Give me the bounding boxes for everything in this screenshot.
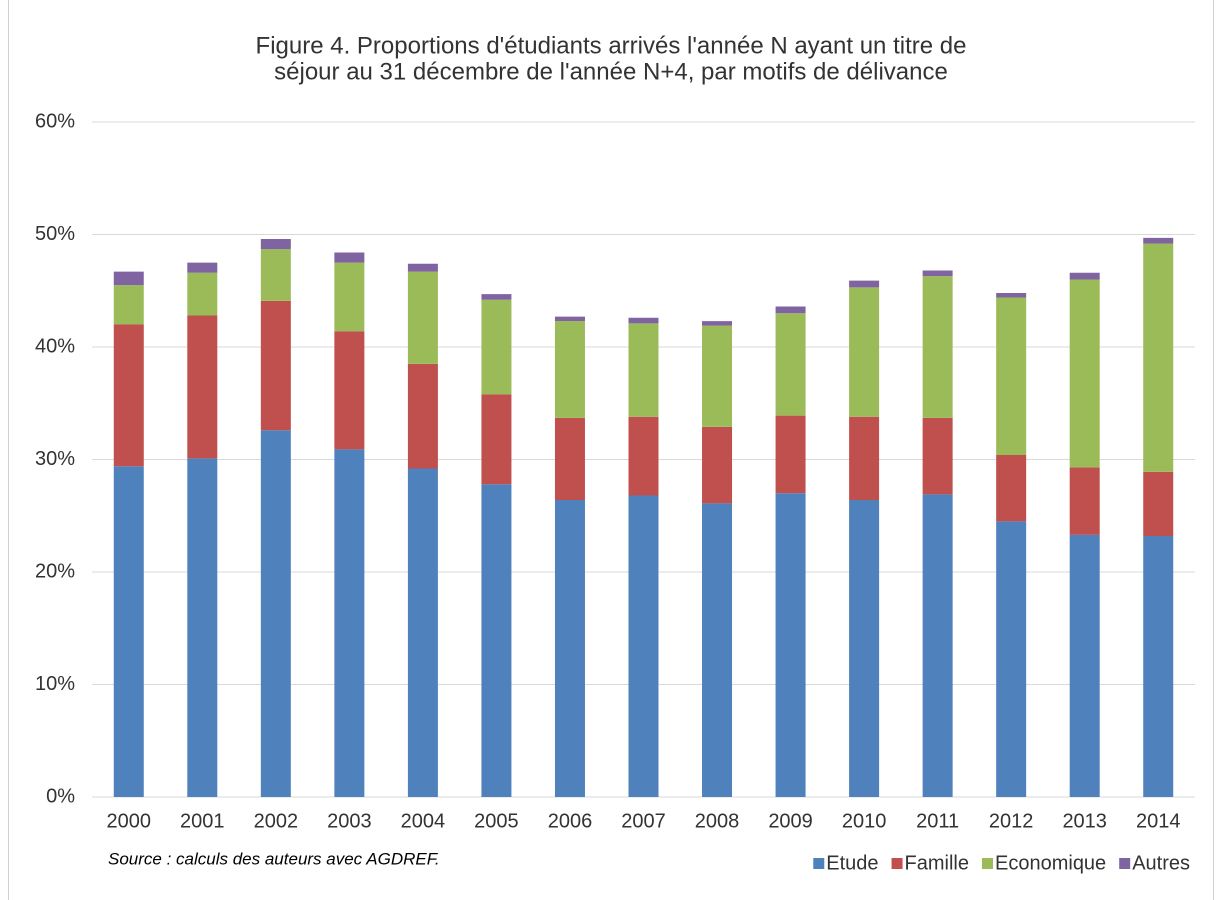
x-tick-label: 2007 — [621, 810, 666, 832]
bar-segment — [334, 262, 365, 332]
y-tick-label: 40% — [35, 335, 75, 357]
bar-segment — [260, 249, 291, 301]
bar-segment — [1069, 279, 1100, 468]
bar-segment — [702, 321, 733, 326]
y-tick-label: 50% — [35, 223, 75, 245]
y-tick-label: 0% — [46, 785, 75, 807]
bar-segment — [334, 449, 365, 797]
bar-segment — [187, 262, 218, 273]
bar-segment — [775, 415, 806, 494]
bar-segment — [260, 430, 291, 797]
y-tick-label: 20% — [35, 560, 75, 582]
bar-segment — [1069, 272, 1100, 280]
y-tick-label: 10% — [35, 673, 75, 695]
bar-segment — [996, 293, 1027, 298]
bar-segment — [628, 323, 659, 417]
x-tick-label: 2006 — [548, 810, 593, 832]
bar-segment — [996, 297, 1027, 455]
bar-segment — [1069, 534, 1100, 797]
bar-segment — [849, 500, 880, 797]
bar-segment — [481, 294, 512, 300]
x-tick-label: 2002 — [254, 810, 299, 832]
bar-segment — [407, 468, 438, 797]
bar-segment — [407, 271, 438, 364]
x-tick-label: 2012 — [989, 810, 1034, 832]
y-tick-label: 30% — [35, 448, 75, 470]
x-tick-label: 2010 — [842, 810, 887, 832]
x-tick-label: 2013 — [1062, 810, 1107, 832]
bar-segment — [775, 313, 806, 416]
bar-segment — [996, 455, 1027, 522]
bar-segment — [922, 276, 953, 418]
x-tick-label: 2008 — [695, 810, 740, 832]
chart-title: Figure 4. Proportions d'étudiants arrivé… — [256, 32, 967, 59]
x-tick-label: 2004 — [401, 810, 446, 832]
legend-swatch — [813, 858, 825, 869]
x-tick-label: 2003 — [327, 810, 372, 832]
bar-segment — [260, 239, 291, 250]
x-tick-label: 2001 — [180, 810, 225, 832]
legend-label: Economique — [995, 852, 1106, 874]
chart-frame — [8, 0, 1214, 900]
bar-segment — [481, 484, 512, 797]
x-tick-label: 2009 — [768, 810, 813, 832]
chart-title: séjour au 31 décembre de l'année N+4, pa… — [274, 58, 948, 85]
bar-segment — [1143, 243, 1174, 472]
bar-segment — [187, 458, 218, 797]
bar-segment — [702, 426, 733, 504]
bar-segment — [260, 300, 291, 431]
bar-segment — [996, 521, 1027, 797]
bar-segment — [702, 325, 733, 427]
bar-segment — [1143, 536, 1174, 797]
bar-segment — [113, 324, 144, 467]
bar-segment — [1069, 467, 1100, 535]
x-tick-label: 2011 — [916, 810, 959, 832]
bar-segment — [1143, 237, 1174, 244]
bar-segment — [187, 315, 218, 459]
bar-segment — [481, 394, 512, 485]
bar-segment — [334, 252, 365, 263]
bar-segment — [113, 466, 144, 797]
bar-segment — [407, 263, 438, 272]
bar-segment — [775, 493, 806, 797]
bar-segment — [922, 270, 953, 277]
bar-segment — [849, 416, 880, 500]
bar-segment — [849, 280, 880, 288]
bar-segment — [554, 500, 585, 797]
bar-segment — [702, 503, 733, 797]
x-tick-label: 2014 — [1136, 810, 1181, 832]
legend-label: Etude — [826, 852, 878, 874]
bar-segment — [628, 416, 659, 496]
bar-segment — [554, 417, 585, 500]
bar-segment — [113, 271, 144, 286]
bar-segment — [554, 321, 585, 418]
x-tick-label: 2005 — [474, 810, 519, 832]
source-note: Source : calculs des auteurs avec AGDREF… — [108, 849, 440, 868]
bar-segment — [113, 285, 144, 325]
x-tick-label: 2000 — [107, 810, 152, 832]
legend-swatch — [1119, 858, 1131, 869]
bar-segment — [628, 495, 659, 797]
legend-swatch — [982, 858, 993, 869]
bar-segment — [334, 331, 365, 450]
y-tick-label: 60% — [35, 110, 75, 132]
bar-segment — [187, 272, 218, 316]
legend-swatch — [891, 858, 903, 869]
bar-segment — [628, 317, 659, 324]
legend-label: Autres — [1132, 852, 1190, 874]
bar-segment — [775, 306, 806, 314]
bar-segment — [849, 287, 880, 417]
bar-segment — [481, 299, 512, 395]
bar-segment — [554, 316, 585, 322]
bar-segment — [1143, 471, 1174, 536]
bar-segment — [407, 363, 438, 469]
legend-label: Famille — [905, 852, 969, 874]
bar-segment — [922, 494, 953, 797]
bar-segment — [922, 417, 953, 495]
